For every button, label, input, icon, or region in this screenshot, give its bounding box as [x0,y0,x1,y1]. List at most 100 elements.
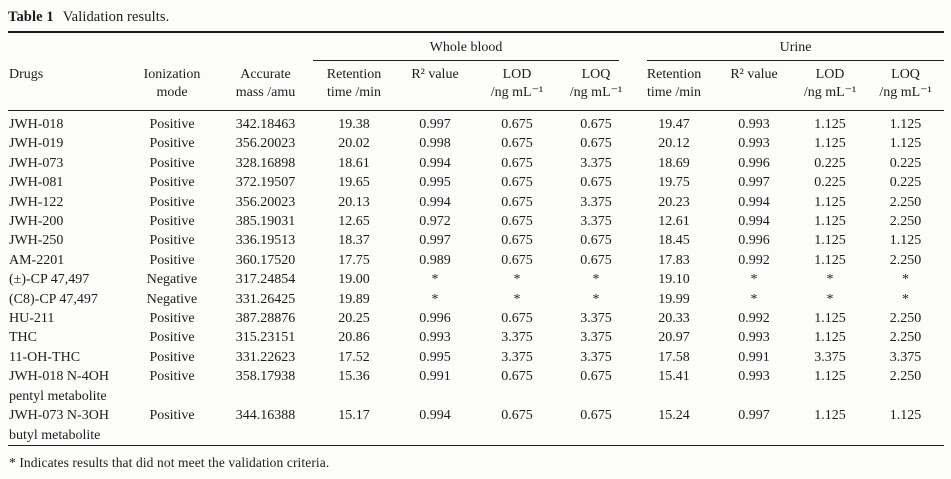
urine-retention-cell: 18.45 [658,233,690,249]
ionization-cell: Negative [146,272,198,288]
urine-r2-cell: 0.993 [738,117,770,132]
table-footnote: * Indicates results that did not meet th… [9,454,330,470]
wb-r2-cell: 0.994 [419,155,451,171]
wb-lod-cell: 3.375 [501,330,533,346]
column-header-drugs: Drugs [8,61,126,111]
wb-loq-cell: 3.375 [580,311,612,327]
urine-r2-cell: * [750,291,758,307]
ionization-cell: Positive [149,330,195,346]
wb-lod-cell: 0.675 [501,175,533,191]
table-row: JWH-018 Positive 342.18463 19.38 0.997 0.675 0… [8,111,944,135]
table-row: AM-2201 Positive 360.17520 17.75 0.989 0.675 0… [8,251,944,270]
column-header-urine-loq: LOQ /ng mL⁻¹ [867,61,945,111]
urine-loq-cell: 1.125 [889,233,922,249]
urine-loq-cell: 0.225 [889,175,922,191]
drug-cell: 11-OH-THC [9,349,81,365]
wb-loq-cell: 3.375 [580,155,612,171]
wb-retention-cell: 19.89 [338,291,370,307]
ionization-cell: Positive [149,252,195,268]
urine-r2-cell: * [750,272,758,288]
wb-loq-cell: 0.675 [580,233,612,249]
column-header-wb-loq: LOQ /ng mL⁻¹ [559,61,634,111]
wb-retention-cell: 19.65 [338,175,370,191]
wb-loq-cell: 0.675 [580,136,612,152]
urine-loq-cell: 2.250 [889,330,922,346]
urine-loq-cell: 2.250 [889,369,922,385]
wb-r2-cell: 0.997 [419,233,451,249]
urine-lod-cell: 1.125 [814,214,846,230]
group-header-spacer [8,32,313,61]
table-row: JWH-200 Positive 385.19031 12.65 0.972 0.675 3… [8,212,944,231]
wb-loq-cell: * [592,272,600,288]
accurate-mass-cell: 360.17520 [235,252,296,268]
ionization-cell: Positive [149,175,195,191]
table-row: JWH-081 Positive 372.19507 19.65 0.995 0.675 0… [8,173,944,192]
urine-lod-cell: * [826,272,834,288]
wb-lod-cell: 0.675 [501,214,533,230]
urine-retention-cell: 19.75 [658,175,690,191]
wb-loq-cell: 0.675 [580,252,612,268]
wb-r2-cell: 0.994 [419,408,451,424]
column-header-row: Drugs Ionization mode Accurate mass /amu… [8,61,945,111]
accurate-mass-cell: 315.23151 [235,330,296,346]
group-header-row: Whole blood Urine [8,32,945,61]
urine-loq-cell: 2.250 [889,194,922,210]
urine-r2-cell: 0.993 [738,136,770,152]
urine-loq-cell: * [902,291,910,307]
urine-lod-cell: 1.125 [814,408,846,424]
group-header-urine: Urine [633,32,945,61]
ionization-cell: Positive [149,214,195,230]
urine-lod-cell: 1.125 [814,194,846,210]
wb-loq-cell: 3.375 [580,349,612,365]
wb-r2-cell: 0.995 [419,349,451,365]
drug-cell: AM-2201 [9,252,65,268]
wb-retention-cell: 18.37 [338,233,370,249]
urine-lod-cell: 1.125 [814,252,846,268]
accurate-mass-cell: 356.20023 [235,194,296,210]
wb-loq-cell: 0.675 [580,175,612,191]
wb-r2-cell: 0.991 [419,369,451,385]
urine-loq-cell: 1.125 [889,408,922,424]
wb-retention-cell: 19.38 [338,117,370,132]
table-caption-text: Validation results. [62,9,170,25]
wb-loq-cell: * [592,291,600,307]
wb-lod-cell: 0.675 [501,311,533,327]
table-row: JWH-122 Positive 356.20023 20.13 0.994 0.675 3… [8,193,944,212]
urine-r2-cell: 0.996 [738,233,770,249]
urine-lod-cell: 1.125 [814,330,846,346]
ionization-cell: Positive [149,349,195,365]
wb-retention-cell: 15.17 [338,408,370,424]
wb-r2-cell: * [431,272,439,288]
column-header-wb-r2-value: R² value [395,61,475,111]
urine-retention-cell: 20.97 [658,330,690,346]
drug-cell: THC [9,330,37,346]
accurate-mass-cell: 328.16898 [235,155,296,171]
table-caption: Table 1 Validation results. [8,8,944,26]
ionization-cell: Positive [149,369,195,385]
wb-retention-cell: 17.52 [338,349,370,365]
table-row: JWH-250 Positive 336.19513 18.37 0.997 0.675 0… [8,231,944,250]
drug-cell: JWH-018 [9,117,64,132]
accurate-mass-cell: 336.19513 [235,233,296,249]
wb-r2-cell: 0.997 [419,117,451,132]
column-header-wb-retention-time: Retention time /min [313,61,395,111]
group-label-whole-blood: Whole blood [313,40,620,61]
wb-lod-cell: 0.675 [501,369,533,385]
wb-r2-cell: 0.989 [419,252,451,268]
wb-retention-cell: 20.25 [338,311,370,327]
accurate-mass-cell: 385.19031 [235,214,296,230]
wb-r2-cell: 0.998 [419,136,451,152]
wb-lod-cell: 0.675 [501,252,533,268]
drug-cell: (±)-CP 47,497 [9,272,90,288]
wb-lod-cell: * [513,272,521,288]
urine-r2-cell: 0.992 [738,252,770,268]
urine-r2-cell: 0.994 [738,194,770,210]
urine-lod-cell: * [826,291,834,307]
accurate-mass-cell: 356.20023 [235,136,296,152]
drug-cell: JWH-018 N-4OH pentyl metabolite [9,369,109,404]
urine-retention-cell: 15.41 [658,369,690,385]
urine-loq-cell: 1.125 [889,117,922,132]
accurate-mass-cell: 342.18463 [235,117,296,132]
table-row: 11-OH-THC Positive 331.22623 17.52 0.995 3.37… [8,348,944,367]
